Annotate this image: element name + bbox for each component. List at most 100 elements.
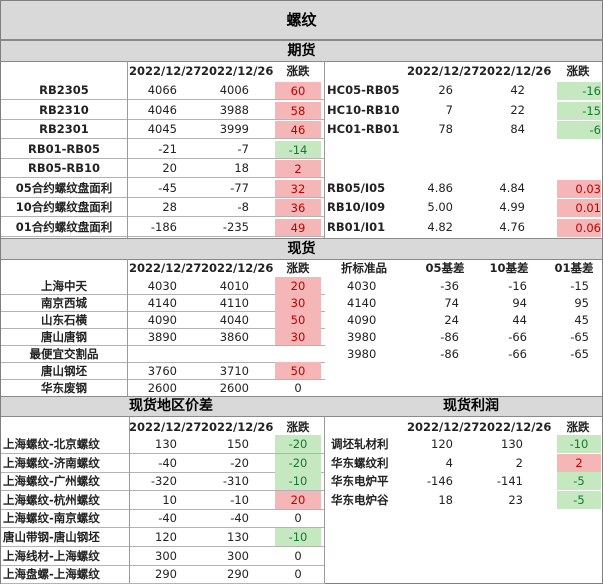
change-cell: 50 — [275, 311, 321, 329]
row-divider — [1, 196, 325, 198]
value-date-2: 4040 — [219, 313, 249, 327]
value-basis-10 — [487, 362, 527, 380]
change-cell: 49 — [275, 218, 321, 237]
value-date-1: 4140 — [147, 296, 177, 310]
change-cell: -6 — [557, 121, 601, 139]
row-divider — [1, 362, 325, 363]
change-cell: 0 — [294, 511, 302, 526]
change-cell: 32 — [275, 179, 321, 198]
value-date-2: 2 — [515, 455, 523, 470]
row-divider — [1, 294, 325, 295]
change-cell: 20 — [275, 490, 321, 509]
section-futures: 期货 — [1, 40, 602, 62]
change-cell: -20 — [275, 453, 321, 472]
row-label: 上海螺纹-济南螺纹 — [3, 455, 100, 470]
section-band-bottom — [1, 396, 602, 417]
change-cell: 2 — [275, 160, 321, 178]
value-date-1: 5.00 — [427, 200, 453, 214]
value-date-2: 3710 — [219, 364, 249, 378]
value-date-2: 18 — [234, 161, 249, 175]
header-date-1: 2022/12/27 — [129, 64, 202, 78]
row-divider — [1, 453, 325, 454]
value-standard: 3980 — [347, 347, 377, 361]
row-label: 上海螺纹-广州螺纹 — [3, 474, 100, 489]
value-date-1: 4 — [445, 455, 453, 470]
value-date-1: 3760 — [147, 364, 177, 378]
row-label: 唐山钢坯 — [41, 364, 87, 378]
header-date-1: 2022/12/27 — [407, 420, 480, 434]
row-divider — [1, 471, 325, 473]
value-date-1: 4045 — [147, 122, 177, 136]
row-label: 上海螺纹-杭州螺纹 — [3, 492, 100, 507]
value-basis-10: -66 — [508, 347, 527, 361]
value-basis-01: 95 — [574, 296, 589, 310]
value-date-2: -40 — [230, 511, 249, 526]
change-cell: -16 — [557, 82, 601, 100]
header-basis-01: 01基差 — [554, 261, 594, 275]
divider — [324, 61, 325, 238]
divider — [127, 61, 128, 238]
value-date-2: -7 — [237, 141, 249, 156]
row-label: 上海螺纹-北京螺纹 — [3, 437, 100, 451]
value-date-2: -10 — [230, 492, 249, 507]
value-date-2: 4.76 — [499, 219, 525, 234]
change-cell: -10 — [275, 528, 321, 546]
row-divider — [1, 99, 325, 100]
row-divider — [1, 379, 325, 380]
change-cell: 0 — [294, 567, 302, 582]
header-date-1: 2022/12/27 — [129, 420, 202, 434]
value-date-1: -40 — [158, 455, 177, 470]
value-date-1: 20 — [162, 161, 177, 175]
header-date-2: 2022/12/26 — [201, 261, 274, 275]
value-date-2: 290 — [227, 567, 249, 582]
value-date-2: 3988 — [219, 102, 249, 117]
divider — [127, 259, 128, 396]
value-basis-01 — [549, 379, 589, 397]
value-date-2: 4110 — [219, 296, 249, 310]
row-label: 华东电炉谷 — [331, 492, 389, 507]
value-basis-10: 44 — [512, 313, 527, 327]
value-date-1: -146 — [426, 474, 453, 489]
value-date-2: 130 — [501, 437, 523, 451]
row-label: 上海线材-上海螺纹 — [3, 548, 100, 563]
value-date-1: 300 — [155, 548, 177, 563]
change-cell: 36 — [275, 199, 321, 217]
value-date-2: -310 — [222, 474, 249, 489]
value-basis-10: -16 — [508, 279, 527, 293]
value-date-1: 4030 — [147, 279, 177, 293]
value-standard: 3980 — [347, 330, 377, 344]
value-date-1: 78 — [438, 122, 453, 136]
header-date-1: 2022/12/27 — [407, 64, 480, 78]
value-date-1: 28 — [162, 200, 177, 214]
section-spot: 现货 — [1, 238, 602, 260]
change-cell: 30 — [275, 328, 321, 346]
row-divider — [1, 311, 325, 312]
row-divider — [1, 235, 325, 237]
change-cell — [275, 345, 321, 363]
row-divider — [1, 546, 325, 547]
value-basis-10: 94 — [512, 296, 527, 310]
value-basis-05: 24 — [444, 313, 459, 327]
value-date-1: 120 — [431, 437, 453, 451]
row-label: 山东石横 — [41, 313, 87, 327]
value-basis-01 — [549, 362, 589, 380]
value-date-2: 2600 — [219, 381, 249, 395]
row-divider — [1, 328, 325, 329]
value-date-2: 130 — [227, 530, 249, 544]
row-label: 南京西城 — [41, 296, 87, 310]
row-label: 华东螺纹利 — [331, 455, 389, 470]
change-cell: 60 — [275, 82, 321, 100]
value-date-2: -141 — [496, 474, 523, 489]
value-date-1: -21 — [158, 141, 177, 156]
change-cell: -20 — [275, 435, 321, 453]
header-change: 涨跌 — [566, 420, 590, 434]
value-date-1: 4.86 — [427, 180, 453, 195]
value-basis-05: -86 — [440, 330, 459, 344]
header-standard: 折标准品 — [341, 261, 387, 275]
row-divider — [1, 345, 325, 346]
value-standard: 4140 — [347, 296, 377, 310]
value-date-1: -45 — [158, 180, 177, 195]
value-date-1: 4046 — [147, 102, 177, 117]
section-spot-profit: 现货利润 — [443, 398, 499, 414]
value-date-1: 2600 — [147, 381, 177, 395]
